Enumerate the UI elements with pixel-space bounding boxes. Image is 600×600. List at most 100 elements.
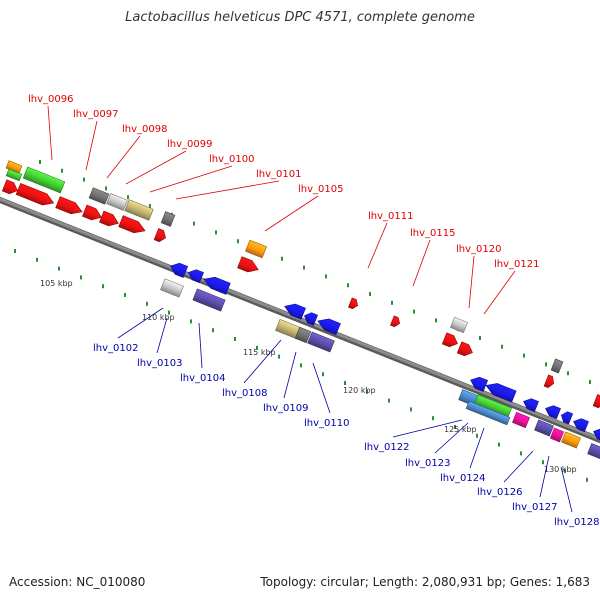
gene-minus-label: lhv_0103 xyxy=(137,358,182,369)
gene-minus-label: lhv_0102 xyxy=(93,343,138,354)
accession-text: Accession: NC_010080 xyxy=(9,575,146,589)
gene-minus-leader-line xyxy=(539,455,550,498)
gene-plus-label: lhv_0096 xyxy=(28,94,73,105)
gene-plus-strand-shape xyxy=(153,228,166,243)
gene-plus-strand-shape xyxy=(82,204,102,221)
gene-plus-strand xyxy=(88,187,110,205)
gene-minus-leader-line xyxy=(469,427,485,469)
gene-minus-strand xyxy=(523,398,539,413)
kbp-label: 110 kbp xyxy=(142,313,175,322)
gene-minus-strand-shape xyxy=(160,278,184,298)
gene-minus-strand-shape xyxy=(573,418,589,433)
gene-plus-label: lhv_0101 xyxy=(256,169,301,180)
gene-minus-strand-shape xyxy=(304,312,319,326)
gene-minus-strand xyxy=(512,411,530,429)
gene-minus-leader-line xyxy=(243,339,282,384)
gene-minus-strand xyxy=(470,376,489,392)
gene-minus-strand-shape xyxy=(534,419,554,437)
gene-plus-leader-line xyxy=(483,270,516,315)
gene-minus-strand-shape xyxy=(587,443,600,461)
gene-plus-strand-shape xyxy=(55,196,83,215)
gene-minus-label: lhv_0126 xyxy=(477,487,522,498)
gene-minus-strand xyxy=(573,418,589,433)
gene-plus-strand-shape xyxy=(88,187,110,205)
gene-minus-strand xyxy=(560,411,574,425)
gene-plus-strand xyxy=(118,215,146,234)
gene-plus-leader-line xyxy=(175,180,280,200)
gene-plus-strand-shape xyxy=(441,332,458,348)
gene-minus-strand xyxy=(534,419,554,437)
gene-minus-strand xyxy=(465,400,511,426)
gene-plus-label: lhv_0097 xyxy=(73,109,118,120)
gene-minus-strand-shape xyxy=(560,411,574,425)
gene-minus-strand xyxy=(192,288,226,312)
gene-minus-label: lhv_0108 xyxy=(222,388,267,399)
gene-plus-strand xyxy=(390,315,401,328)
gene-minus-leader-line xyxy=(312,362,331,414)
kbp-label: 105 kbp xyxy=(40,279,73,288)
gene-minus-strand xyxy=(485,383,517,403)
gene-plus-strand-shape xyxy=(1,179,18,195)
gene-plus-strand xyxy=(15,182,55,206)
gene-minus-strand xyxy=(188,269,204,284)
gene-plus-strand xyxy=(348,297,359,310)
gene-plus-strand-shape xyxy=(390,315,401,328)
gene-plus-strand xyxy=(237,256,259,273)
gene-plus-strand xyxy=(5,168,23,182)
gene-plus-strand xyxy=(450,316,468,334)
gene-minus-strand xyxy=(294,326,312,344)
gene-plus-strand xyxy=(160,211,176,227)
gene-minus-strand xyxy=(284,303,306,320)
gene-minus-strand xyxy=(317,318,341,336)
gene-plus-strand xyxy=(1,179,18,195)
gene-plus-strand-shape xyxy=(118,215,146,234)
gene-minus-strand-shape xyxy=(307,331,335,353)
gene-plus-strand-shape xyxy=(160,211,176,227)
genome-summary-text: Topology: circular; Length: 2,080,931 bp… xyxy=(260,575,590,589)
gene-minus-strand xyxy=(549,427,565,443)
gene-plus-strand xyxy=(106,193,128,211)
gene-minus-strand-shape xyxy=(465,400,511,426)
gene-plus-leader-line xyxy=(47,105,53,161)
gene-plus-leader-line xyxy=(149,165,233,193)
gene-plus-strand-shape xyxy=(5,168,23,182)
gene-minus-strand xyxy=(307,331,335,353)
gene-plus-strand xyxy=(550,358,564,374)
gene-minus-strand xyxy=(203,276,231,295)
gene-plus-label: lhv_0120 xyxy=(456,244,501,255)
gene-plus-label: lhv_0100 xyxy=(209,154,254,165)
gene-plus-leader-line xyxy=(468,255,475,309)
gene-minus-label: lhv_0128 xyxy=(554,517,599,528)
kbp-label: 120 kbp xyxy=(343,386,376,395)
gene-plus-strand-shape xyxy=(543,374,555,389)
gene-plus-label: lhv_0105 xyxy=(298,184,343,195)
gene-minus-leader-line xyxy=(392,419,463,438)
gene-plus-strand-shape xyxy=(348,297,359,310)
gene-plus-label: lhv_0115 xyxy=(410,228,455,239)
gene-plus-leader-line xyxy=(85,120,98,171)
gene-minus-leader-line xyxy=(283,351,297,399)
gene-minus-strand-shape xyxy=(512,411,530,429)
gene-minus-strand xyxy=(160,278,184,298)
gene-plus-strand-shape xyxy=(450,316,468,334)
gene-minus-strand-shape xyxy=(317,318,341,336)
gene-minus-strand-shape xyxy=(561,431,581,449)
gene-minus-strand-shape xyxy=(545,405,561,420)
gene-minus-strand-shape xyxy=(593,428,600,443)
gene-minus-strand xyxy=(561,431,581,449)
gene-plus-strand xyxy=(592,394,600,409)
gene-plus-label: lhv_0098 xyxy=(122,124,167,135)
gene-plus-strand xyxy=(124,199,154,221)
gene-plus-strand xyxy=(456,341,473,357)
gene-plus-strand-shape xyxy=(124,199,154,221)
gene-minus-strand-shape xyxy=(549,427,565,443)
gene-plus-leader-line xyxy=(412,239,431,287)
gene-minus-leader-line xyxy=(117,307,164,339)
gene-plus-strand xyxy=(245,239,267,259)
gene-minus-leader-line xyxy=(560,466,573,513)
gene-plus-leader-line xyxy=(106,135,141,179)
gene-minus-label: lhv_0127 xyxy=(512,502,557,513)
gene-plus-strand-shape xyxy=(237,256,259,273)
